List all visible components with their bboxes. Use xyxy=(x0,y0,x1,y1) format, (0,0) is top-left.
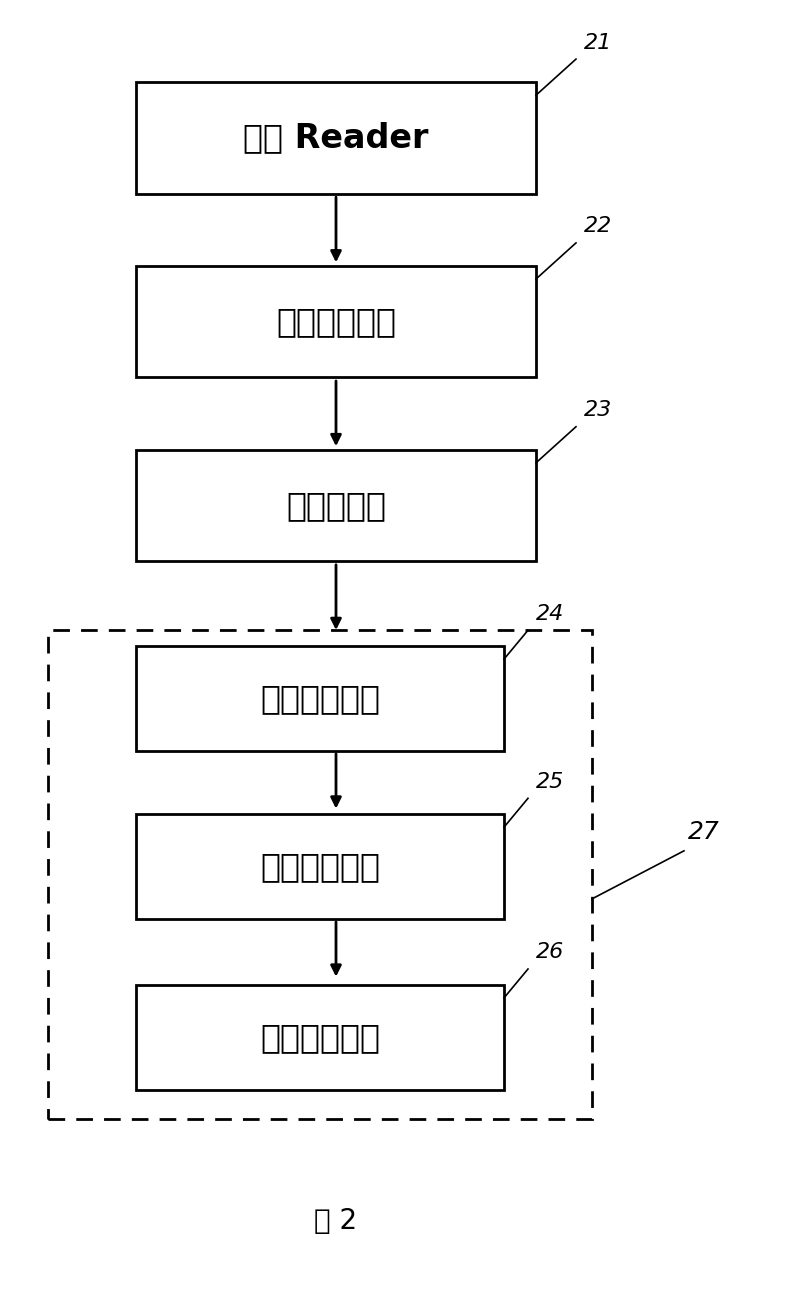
Text: 心跳处理模块: 心跳处理模块 xyxy=(260,1020,380,1054)
Text: 图 2: 图 2 xyxy=(314,1207,358,1236)
Bar xyxy=(136,985,504,1090)
Text: 24: 24 xyxy=(536,604,564,624)
Text: 识别设置模块: 识别设置模块 xyxy=(276,305,396,339)
Bar xyxy=(136,646,504,751)
Bar xyxy=(48,630,592,1119)
Text: 读标签模块: 读标签模块 xyxy=(286,488,386,523)
Bar xyxy=(136,265,536,378)
Text: 25: 25 xyxy=(536,772,564,792)
Text: 22: 22 xyxy=(584,217,612,236)
Bar xyxy=(136,449,536,562)
Text: 21: 21 xyxy=(584,33,612,53)
Text: 心跳分析模块: 心跳分析模块 xyxy=(260,850,380,884)
Bar xyxy=(136,81,536,193)
Text: 27: 27 xyxy=(688,821,720,844)
Bar xyxy=(136,814,504,919)
Text: 心跳接收模块: 心跳接收模块 xyxy=(260,681,380,716)
Text: 23: 23 xyxy=(584,400,612,420)
Text: 26: 26 xyxy=(536,943,564,962)
Text: 启动 Reader: 启动 Reader xyxy=(243,121,429,155)
